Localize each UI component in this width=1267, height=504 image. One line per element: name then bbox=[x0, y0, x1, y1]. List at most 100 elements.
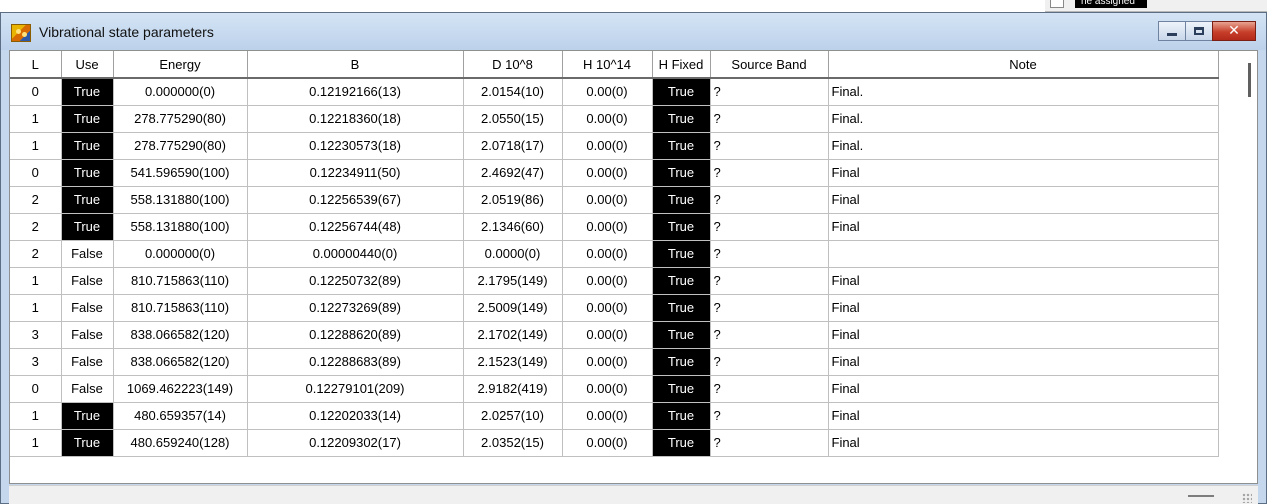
table-row[interactable]: 1 True 480.659240(128) 0.12209302(17) 2.0352… bbox=[10, 429, 1219, 457]
table-cell: 1 bbox=[10, 402, 62, 430]
table-cell[interactable]: True bbox=[652, 105, 711, 133]
minimize-icon bbox=[1167, 33, 1177, 36]
table-row[interactable]: 1 False 810.715863(110) 0.12273269(89) 2.500… bbox=[10, 294, 1219, 322]
table-cell: Final bbox=[828, 213, 1219, 241]
table-cell[interactable]: False bbox=[61, 321, 114, 349]
parameters-grid[interactable]: L Use Energy B D 10^8 H 10^14 H Fixed Source Ba… bbox=[9, 50, 1258, 484]
table-cell: Final bbox=[828, 294, 1219, 322]
table-cell: 0.00(0) bbox=[562, 321, 653, 349]
table-cell: 1 bbox=[10, 267, 62, 295]
table-cell: 0.00000440(0) bbox=[247, 240, 464, 268]
table-cell: Final bbox=[828, 321, 1219, 349]
table-cell: 0.12256744(48) bbox=[247, 213, 464, 241]
column-header-5[interactable]: H 10^14 bbox=[562, 51, 653, 79]
column-header-8[interactable]: Note bbox=[828, 51, 1219, 79]
table-row[interactable]: 0 False 1069.462223(149) 0.12279101(209) 2.9… bbox=[10, 375, 1219, 403]
table-cell[interactable]: False bbox=[61, 375, 114, 403]
table-cell[interactable]: True bbox=[61, 105, 114, 133]
table-row[interactable]: 2 False 0.000000(0) 0.00000440(0) 0.0000(0) 0… bbox=[10, 240, 1219, 268]
column-header-6[interactable]: H Fixed bbox=[652, 51, 711, 79]
table-cell[interactable]: True bbox=[61, 213, 114, 241]
table-cell[interactable]: True bbox=[652, 78, 711, 106]
table-cell: ? bbox=[710, 294, 829, 322]
title-bar[interactable]: Vibrational state parameters ✕ bbox=[1, 13, 1266, 50]
table-row[interactable]: 3 False 838.066582(120) 0.12288620(89) 2.170… bbox=[10, 321, 1219, 349]
table-cell[interactable]: True bbox=[61, 186, 114, 214]
column-header-0[interactable]: L bbox=[10, 51, 62, 79]
table-cell[interactable]: True bbox=[61, 159, 114, 187]
table-cell: Final bbox=[828, 186, 1219, 214]
table-cell: 278.775290(80) bbox=[113, 105, 248, 133]
column-header-3[interactable]: B bbox=[247, 51, 464, 79]
table-cell: 0 bbox=[10, 78, 62, 106]
resize-grip-icon[interactable] bbox=[1242, 493, 1252, 503]
table-cell: 1 bbox=[10, 105, 62, 133]
table-cell[interactable]: True bbox=[652, 159, 711, 187]
table-cell: 0 bbox=[10, 159, 62, 187]
table-cell: 0.12279101(209) bbox=[247, 375, 464, 403]
table-row[interactable]: 0 True 0.000000(0) 0.12192166(13) 2.0154(10)… bbox=[10, 78, 1219, 106]
table-cell: Final. bbox=[828, 132, 1219, 160]
table-cell: 0.00(0) bbox=[562, 402, 653, 430]
column-header-1[interactable]: Use bbox=[61, 51, 114, 79]
app-icon[interactable] bbox=[11, 24, 31, 42]
table-cell: 0.000000(0) bbox=[113, 240, 248, 268]
column-header-2[interactable]: Energy bbox=[113, 51, 248, 79]
table-row[interactable]: 2 True 558.131880(100) 0.12256744(48) 2.1346… bbox=[10, 213, 1219, 241]
close-button[interactable]: ✕ bbox=[1212, 21, 1256, 41]
table-cell[interactable]: True bbox=[61, 132, 114, 160]
table-cell[interactable]: True bbox=[652, 294, 711, 322]
table-row[interactable]: 3 False 838.066582(120) 0.12288683(89) 2.152… bbox=[10, 348, 1219, 376]
minimize-button[interactable] bbox=[1158, 21, 1186, 41]
table-cell[interactable]: True bbox=[652, 429, 711, 457]
table-row[interactable]: 1 True 278.775290(80) 0.12218360(18) 2.0550(… bbox=[10, 105, 1219, 133]
table-cell: 2 bbox=[10, 186, 62, 214]
table-cell: 0.000000(0) bbox=[113, 78, 248, 106]
table-cell[interactable]: True bbox=[652, 186, 711, 214]
maximize-button[interactable] bbox=[1185, 21, 1213, 41]
table-cell[interactable]: True bbox=[652, 402, 711, 430]
table-cell: ? bbox=[710, 267, 829, 295]
table-cell[interactable]: True bbox=[61, 429, 114, 457]
table-cell: 480.659357(14) bbox=[113, 402, 248, 430]
table-cell[interactable]: True bbox=[652, 132, 711, 160]
table-cell[interactable]: True bbox=[652, 213, 711, 241]
table-cell: 558.131880(100) bbox=[113, 186, 248, 214]
table-cell[interactable]: True bbox=[652, 240, 711, 268]
table-cell: ? bbox=[710, 105, 829, 133]
table-cell[interactable]: False bbox=[61, 240, 114, 268]
table-row[interactable]: 1 True 278.775290(80) 0.12230573(18) 2.0718(… bbox=[10, 132, 1219, 160]
table-cell: 541.596590(100) bbox=[113, 159, 248, 187]
table-cell: 278.775290(80) bbox=[113, 132, 248, 160]
table-row[interactable]: 2 True 558.131880(100) 0.12256539(67) 2.0519… bbox=[10, 186, 1219, 214]
table-cell: 2.1346(60) bbox=[463, 213, 563, 241]
table-row[interactable]: 1 True 480.659357(14) 0.12202033(14) 2.0257(… bbox=[10, 402, 1219, 430]
table-cell: 2 bbox=[10, 240, 62, 268]
column-header-7[interactable]: Source Band bbox=[710, 51, 829, 79]
table-cell[interactable]: True bbox=[652, 321, 711, 349]
background-window-strip: ne assigned bbox=[1045, 0, 1267, 12]
column-header-4[interactable]: D 10^8 bbox=[463, 51, 563, 79]
table-cell[interactable]: True bbox=[652, 267, 711, 295]
table-cell[interactable]: False bbox=[61, 267, 114, 295]
table-cell: 0.12192166(13) bbox=[247, 78, 464, 106]
table-cell[interactable]: False bbox=[61, 348, 114, 376]
table-cell: ? bbox=[710, 429, 829, 457]
table-cell[interactable]: True bbox=[652, 375, 711, 403]
table-row[interactable]: 0 True 541.596590(100) 0.12234911(50) 2.4692… bbox=[10, 159, 1219, 187]
table-cell: Final bbox=[828, 348, 1219, 376]
table-cell: 0.00(0) bbox=[562, 105, 653, 133]
table-body: 0 True 0.000000(0) 0.12192166(13) 2.0154(10)… bbox=[10, 78, 1219, 457]
table-cell[interactable]: True bbox=[61, 78, 114, 106]
table-cell[interactable]: True bbox=[61, 402, 114, 430]
table-cell: 0.00(0) bbox=[562, 159, 653, 187]
table-cell[interactable]: True bbox=[652, 348, 711, 376]
table-row[interactable]: 1 False 810.715863(110) 0.12250732(89) 2.179… bbox=[10, 267, 1219, 295]
table-cell: 0.00(0) bbox=[562, 375, 653, 403]
table-cell: 0.12202033(14) bbox=[247, 402, 464, 430]
table-cell: 0.00(0) bbox=[562, 132, 653, 160]
table-cell[interactable]: False bbox=[61, 294, 114, 322]
vertical-scrollbar-thumb[interactable] bbox=[1248, 63, 1251, 97]
table-cell: 0.00(0) bbox=[562, 294, 653, 322]
caption-buttons: ✕ bbox=[1158, 21, 1256, 41]
